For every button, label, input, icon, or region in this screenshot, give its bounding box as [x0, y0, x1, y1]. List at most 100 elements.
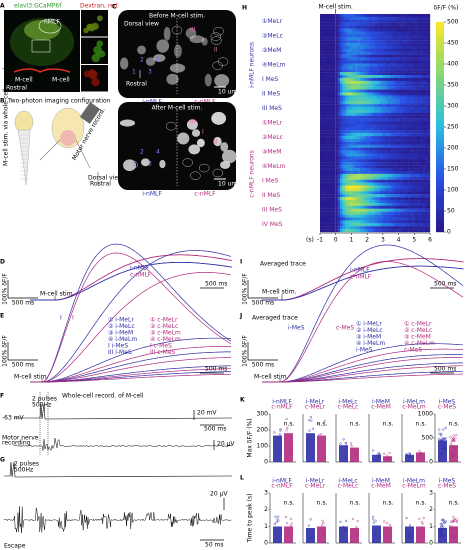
heatmap-cell: [345, 101, 348, 105]
colorbar-cell: [436, 214, 444, 219]
row-label: ①MeLr: [262, 120, 283, 127]
heatmap-cell: [397, 19, 401, 23]
heatmap-cell: [412, 168, 416, 172]
heatmap-cell: [345, 86, 348, 90]
heatmap-cell: [420, 45, 423, 50]
label: 500 ms: [12, 300, 34, 307]
label: (s): [306, 237, 314, 244]
heatmap-cell: [385, 214, 388, 218]
heatmap-cell: [412, 115, 416, 119]
dot: [310, 419, 313, 422]
heatmap-cell: [332, 194, 336, 198]
heatmap-cell: [352, 109, 356, 113]
heatmap-cell: [330, 124, 333, 128]
label: M-cell: [15, 77, 33, 84]
heatmap-cell: [402, 121, 406, 125]
dot: [453, 439, 456, 442]
heatmap-cell: [327, 25, 331, 29]
heatmap-cell: [387, 141, 391, 145]
heatmap-cell: [335, 153, 338, 157]
heatmap-cell: [385, 66, 388, 70]
heatmap-cell: [322, 107, 326, 111]
colorbar-label: 400: [447, 61, 459, 68]
heatmap-cell: [345, 72, 348, 76]
heatmap-cell: [362, 48, 366, 52]
heatmap-cell: [390, 168, 393, 172]
heatmap-cell: [407, 95, 411, 99]
heatmap-cell: [410, 80, 413, 84]
heatmap-cell: [327, 229, 331, 233]
cell: [153, 54, 166, 62]
heatmap-cell: [332, 150, 336, 154]
cell: [213, 136, 222, 147]
heatmap-cell: [347, 16, 351, 20]
heatmap-cell: [370, 197, 373, 201]
heatmap-cell: [412, 136, 416, 140]
dot: [420, 521, 423, 524]
heatmap-cell: [355, 150, 358, 154]
heatmap-cell: [350, 107, 353, 111]
heatmap-cell: [355, 202, 358, 206]
cell: [123, 159, 137, 172]
heatmap-cell: [390, 200, 393, 204]
heatmap-cell: [375, 83, 378, 87]
heatmap-cell: [375, 95, 378, 99]
heatmap-cell: [415, 226, 418, 230]
heatmap-cell: [345, 168, 348, 172]
heatmap-cell: [405, 51, 408, 55]
heatmap-cell: [350, 170, 353, 175]
heatmap-cell: [420, 153, 423, 157]
heatmap-cell: [337, 80, 341, 84]
heatmap-cell: [350, 124, 353, 128]
heatmap-cell: [395, 19, 398, 23]
heatmap-cell: [415, 168, 418, 172]
heatmap-cell: [335, 40, 338, 44]
heatmap-cell: [425, 147, 428, 151]
heatmap-cell: [377, 25, 381, 29]
label: c-MeLm: [402, 404, 426, 411]
heatmap-cell: [320, 104, 323, 108]
heatmap-cell: [405, 179, 408, 183]
cell: [156, 39, 170, 53]
heatmap-cell: [357, 98, 361, 102]
heatmap-cell: [347, 211, 351, 215]
heatmap-cell: [425, 197, 428, 201]
heatmap-cell: [385, 144, 388, 148]
heatmap-cell: [357, 214, 361, 218]
heatmap-cell: [400, 147, 403, 151]
heatmap-cell: [397, 86, 401, 90]
heatmap-cell: [415, 25, 418, 29]
heatmap-cell: [342, 162, 346, 166]
heatmap-cell: [397, 107, 401, 111]
heatmap-cell: [402, 197, 406, 201]
heatmap-cell: [375, 229, 378, 233]
heatmap-cell: [377, 138, 381, 143]
heatmap-cell: [370, 150, 373, 154]
heatmap-cell: [375, 109, 378, 113]
heatmap-cell: [407, 69, 411, 73]
heatmap-cell: [340, 185, 343, 189]
heatmap-cell: [357, 14, 361, 18]
heatmap-cell: [380, 170, 383, 175]
heatmap-cell: [345, 165, 348, 169]
heatmap-cell: [392, 156, 396, 160]
heatmap-cell: [357, 80, 361, 84]
heatmap-cell: [360, 141, 363, 145]
heatmap-cell: [382, 69, 386, 73]
heatmap-cell: [372, 144, 376, 148]
heatmap-cell: [410, 136, 413, 140]
heatmap-cell: [395, 34, 398, 38]
heatmap-cell: [427, 60, 431, 64]
heatmap-cell: [355, 197, 358, 201]
heatmap-cell: [357, 92, 361, 96]
heatmap-cell: [402, 75, 406, 79]
heatmap-cell: [335, 130, 338, 134]
heatmap-cell: [395, 51, 398, 55]
colorbar-cell: [436, 92, 444, 96]
heatmap-cell: [365, 211, 368, 215]
heatmap-cell: [322, 124, 326, 128]
heatmap-cell: [352, 22, 356, 26]
heatmap-cell: [362, 92, 366, 96]
dot: [405, 453, 408, 456]
heatmap-cell: [377, 89, 381, 93]
